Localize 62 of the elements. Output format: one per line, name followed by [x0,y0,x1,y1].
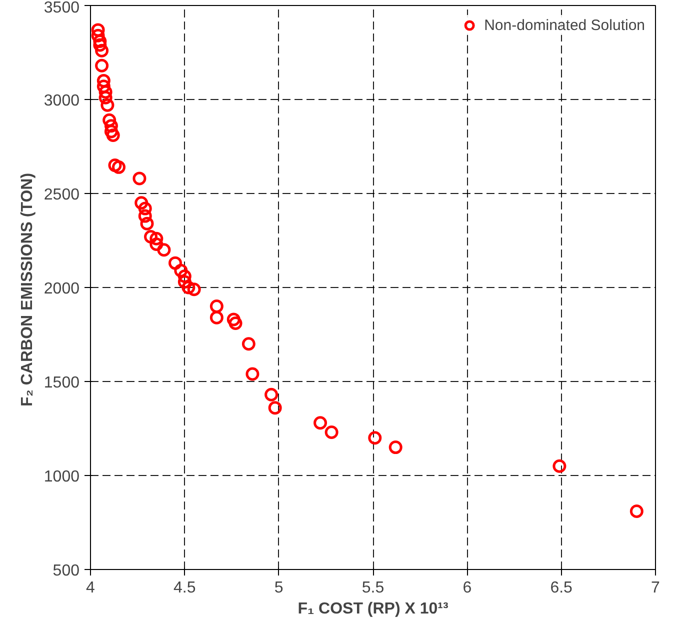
point [178,275,192,289]
point [138,202,152,216]
point [314,416,328,430]
point [268,401,282,415]
point [228,316,242,330]
x-tick-label: 7 [651,580,660,596]
legend-label: Non-dominated Solution [484,16,645,34]
point [98,85,112,99]
point [210,310,224,324]
x-axis-title: F₁ COST (RP) X 10¹³ [298,600,448,618]
point [226,312,240,326]
point [104,119,118,133]
point [187,282,201,296]
y-tick-label: 1500 [44,374,80,392]
point [132,172,146,186]
point [93,38,107,52]
point [95,58,109,72]
x-tick-label: 5.5 [362,580,384,596]
y-tick-label: 2000 [44,280,80,298]
point [95,44,109,58]
point [144,230,158,244]
y-tick-label: 3000 [44,92,80,110]
y-tick-label: 1000 [44,468,80,486]
point [140,216,154,230]
point [552,459,566,473]
point [246,367,260,381]
x-tick-label: 4.5 [174,580,196,596]
x-tick-label: 6 [462,580,472,596]
point [324,426,338,439]
x-tick-label: 5 [274,580,284,596]
point [150,232,164,246]
point [388,440,402,454]
point [91,28,105,42]
point [112,160,126,174]
point [168,256,182,270]
y-tick-label: 3500 [44,0,80,16]
point [210,300,224,314]
point [174,264,188,278]
point [182,280,196,294]
point [100,98,114,112]
point [264,388,278,402]
point [150,238,164,251]
point [96,74,110,88]
point [138,209,152,223]
point [98,90,112,104]
point [106,128,120,142]
point [91,23,105,37]
point [104,124,118,138]
point [108,158,122,172]
y-tick-label: 500 [52,562,80,580]
point [157,243,171,257]
x-tick-label: 6.5 [550,580,573,596]
point [630,504,644,518]
point [178,269,192,283]
point [242,337,256,351]
x-tick-label: 4 [86,580,96,596]
point [134,196,148,210]
point [96,80,110,94]
y-tick-label: 2500 [44,186,80,204]
y-axis-title: F₂ CARBON EMISSIONS (TON) [18,172,36,406]
point [102,113,116,127]
point [368,431,382,445]
